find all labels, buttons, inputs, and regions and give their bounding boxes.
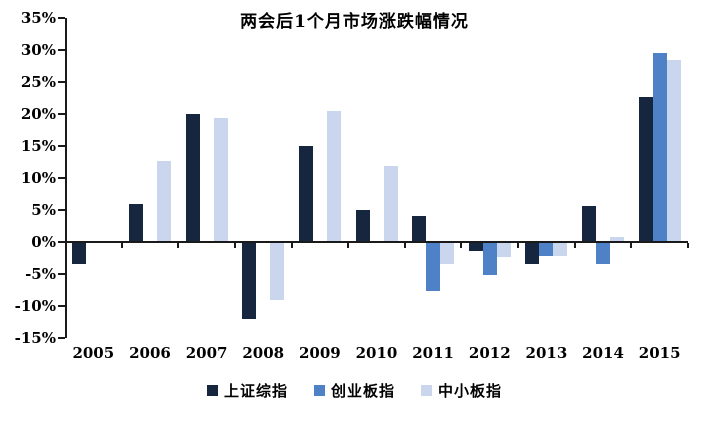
- y-axis-tick: [58, 81, 65, 83]
- y-axis-tick-label: 0%: [31, 233, 56, 251]
- legend-item-sme-board: 中小板指: [421, 380, 502, 401]
- bar-sh-composite-2012: [468, 242, 483, 251]
- y-axis-tick: [58, 305, 65, 307]
- x-axis-tick-label: 2006: [129, 344, 171, 362]
- bar-sh-composite-2007: [185, 114, 200, 242]
- y-axis-tick-label: 30%: [20, 41, 56, 59]
- legend-item-chinext: 创业板指: [313, 380, 395, 401]
- y-axis-line: [65, 18, 67, 338]
- bar-sme-board-2008: [270, 242, 285, 300]
- y-axis-tick: [58, 49, 65, 51]
- legend-swatch-icon: [206, 385, 218, 396]
- bar-sh-composite-2014: [582, 206, 597, 242]
- y-axis-tick: [58, 113, 65, 115]
- x-axis-tick-label: 2013: [525, 344, 568, 362]
- legend-swatch-icon: [421, 385, 432, 396]
- y-axis-tick-label: 35%: [20, 9, 56, 27]
- y-axis-tick: [58, 337, 65, 339]
- y-axis-tick: [58, 273, 65, 275]
- y-axis-tick-label: -15%: [14, 329, 56, 347]
- x-axis-tick-label: 2007: [185, 344, 228, 362]
- y-axis-tick: [58, 17, 65, 19]
- legend-label: 上证综指: [223, 382, 288, 400]
- bar-sme-board-2009: [326, 110, 341, 242]
- bar-sh-composite-2015: [638, 96, 653, 242]
- chart-title: 两会后1个月市场涨跌幅情况: [240, 12, 469, 32]
- x-axis-tick: [233, 243, 236, 248]
- y-axis-tick-label: 10%: [20, 169, 56, 187]
- x-axis-tick: [687, 243, 689, 248]
- y-axis-tick: [58, 177, 65, 179]
- y-axis-tick-label: -10%: [14, 297, 56, 315]
- bar-sh-composite-2005: [72, 242, 87, 265]
- x-axis-line: [65, 241, 688, 243]
- y-axis-tick-label: 25%: [20, 73, 56, 91]
- bar-sh-composite-2013: [525, 242, 540, 265]
- legend-swatch-icon: [313, 385, 325, 396]
- bar-sme-board-2011: [440, 242, 455, 264]
- bar-chinext-2012: [482, 242, 497, 276]
- y-axis-tick: [58, 145, 65, 147]
- x-axis-tick-label: 2014: [582, 344, 624, 362]
- x-axis-tick: [403, 243, 406, 248]
- x-axis-tick: [347, 243, 350, 248]
- bar-sme-board-2015: [666, 59, 681, 242]
- bar-sme-board-2007: [213, 117, 228, 242]
- bar-sme-board-2014: [610, 236, 625, 242]
- bar-chinext-2015: [652, 52, 667, 242]
- y-axis-tick-label: 15%: [20, 137, 56, 155]
- y-axis-tick-label: -5%: [25, 265, 56, 283]
- x-axis-tick: [573, 243, 576, 248]
- x-axis-tick-label: 2012: [468, 344, 511, 362]
- bar-chinext-2014: [596, 242, 611, 264]
- bar-sh-composite-2011: [412, 216, 427, 242]
- bar-sme-board-2010: [383, 166, 398, 242]
- x-axis-tick: [290, 243, 293, 248]
- x-axis-tick: [630, 243, 633, 248]
- legend-label: 创业板指: [330, 382, 395, 400]
- x-axis-tick: [120, 243, 123, 248]
- bar-sh-composite-2009: [298, 146, 313, 242]
- x-axis-tick: [177, 243, 180, 248]
- x-axis-tick: [460, 243, 463, 248]
- bar-sh-composite-2006: [128, 204, 143, 242]
- bar-chinext-2013: [539, 242, 554, 257]
- x-axis-tick-label: 2015: [638, 344, 681, 362]
- x-axis-tick-label: 2005: [72, 344, 115, 362]
- x-axis-tick-label: 2011: [412, 344, 454, 362]
- bar-sme-board-2012: [496, 242, 511, 258]
- y-axis-tick-label: 5%: [31, 201, 56, 219]
- legend-item-sh-composite: 上证综指: [206, 380, 288, 401]
- x-axis-tick-label: 2009: [298, 344, 341, 362]
- x-axis-tick-label: 2008: [242, 344, 285, 362]
- y-axis-tick: [58, 209, 65, 211]
- bar-sme-board-2006: [156, 160, 171, 242]
- y-axis-tick-label: 20%: [20, 105, 56, 123]
- legend-label: 中小板指: [438, 382, 503, 400]
- y-axis-tick: [58, 241, 65, 243]
- x-axis-tick-label: 2010: [355, 344, 398, 362]
- legend: 上证综指 创业板指 中小板指: [0, 380, 709, 401]
- bar-sme-board-2013: [553, 242, 568, 257]
- x-axis-tick: [517, 243, 520, 248]
- bar-sh-composite-2008: [242, 242, 257, 320]
- bar-sh-composite-2010: [355, 210, 370, 242]
- bar-chinext-2011: [426, 242, 441, 291]
